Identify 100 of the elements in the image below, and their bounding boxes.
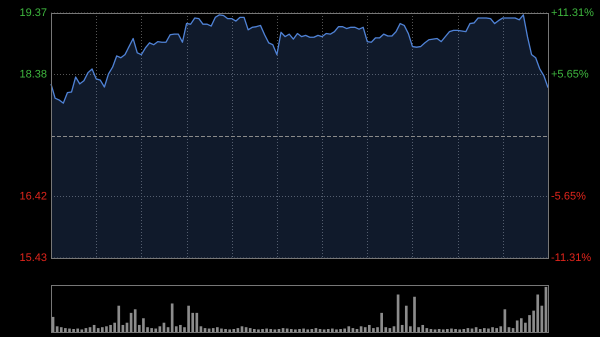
bar — [347, 326, 350, 332]
bar — [109, 324, 112, 332]
bar — [388, 328, 392, 332]
bar — [170, 303, 174, 332]
bar — [52, 316, 54, 332]
bar — [64, 328, 67, 332]
bar — [360, 326, 362, 332]
bar — [372, 328, 375, 332]
bar — [478, 328, 482, 332]
bar — [364, 327, 367, 332]
bar — [204, 328, 206, 332]
bar — [544, 286, 548, 332]
bar — [335, 329, 338, 332]
bar — [352, 328, 354, 332]
bar — [442, 329, 445, 332]
bar — [274, 329, 276, 332]
y2-tick-label: -11.31% — [551, 252, 592, 264]
bar — [278, 328, 280, 332]
bar — [80, 329, 84, 332]
bar — [84, 328, 88, 332]
bar — [187, 306, 190, 332]
bar — [158, 326, 162, 332]
bar — [426, 328, 428, 332]
y-tick-label: 16.42 — [19, 190, 47, 202]
bar — [314, 328, 318, 332]
bar — [430, 328, 432, 332]
bar — [450, 328, 453, 332]
bar — [88, 327, 92, 332]
bar — [179, 324, 182, 332]
y2-tick-label: +5.65% — [551, 68, 589, 80]
bar — [326, 328, 330, 332]
bar — [466, 328, 470, 332]
bar — [368, 324, 371, 332]
bar — [343, 328, 346, 332]
bar — [516, 320, 519, 332]
bar — [487, 328, 490, 332]
bar — [282, 328, 284, 332]
bar — [72, 328, 75, 332]
bar — [520, 318, 523, 332]
bar — [208, 328, 210, 332]
y2-tick-label: -5.65% — [551, 190, 586, 203]
bar — [162, 322, 166, 332]
bar — [232, 328, 236, 332]
bar — [76, 328, 80, 332]
bar — [195, 312, 198, 332]
bar — [294, 329, 297, 332]
bar — [306, 329, 310, 332]
bar — [224, 328, 227, 332]
bar — [220, 328, 223, 332]
bar — [236, 328, 240, 332]
bar — [261, 328, 264, 332]
bar — [212, 328, 215, 332]
bar — [536, 294, 540, 332]
bar — [302, 328, 305, 332]
bar — [101, 327, 104, 332]
bar — [96, 328, 100, 332]
bar — [117, 306, 120, 332]
bar — [483, 328, 486, 332]
bar — [434, 329, 436, 332]
bar — [438, 328, 440, 332]
bar — [154, 328, 158, 332]
bar — [60, 327, 63, 332]
bar — [92, 324, 96, 332]
bar — [68, 328, 71, 332]
bar — [396, 294, 400, 332]
y-tick-label: 18.38 — [19, 68, 47, 81]
bar — [404, 306, 408, 332]
bar — [265, 328, 268, 332]
bar — [491, 327, 494, 332]
bar — [413, 296, 416, 332]
bar — [310, 328, 314, 332]
bar — [134, 309, 137, 332]
bar — [504, 309, 506, 332]
bar — [298, 328, 301, 332]
bar — [228, 329, 232, 332]
bar — [356, 328, 358, 332]
bar — [458, 329, 462, 332]
bar — [495, 328, 498, 332]
y-tick-label: 19.37 — [19, 7, 47, 20]
bar — [331, 328, 334, 332]
bar — [257, 329, 260, 332]
bar — [252, 328, 256, 332]
y-tick-label: 15.43 — [19, 252, 47, 264]
bar — [150, 328, 153, 332]
bar — [470, 328, 474, 332]
bar — [286, 328, 289, 332]
bar — [142, 318, 145, 332]
bar — [339, 328, 342, 332]
bar — [474, 327, 478, 332]
bar — [290, 328, 293, 332]
bar — [248, 328, 252, 332]
bar — [130, 312, 132, 332]
bar — [446, 328, 449, 332]
bar — [462, 328, 466, 332]
bar — [240, 326, 244, 332]
bar — [380, 312, 383, 332]
y2-tick-label: +11.31% — [551, 7, 594, 20]
bar — [318, 328, 322, 332]
bar — [105, 326, 108, 332]
bar — [421, 324, 424, 332]
